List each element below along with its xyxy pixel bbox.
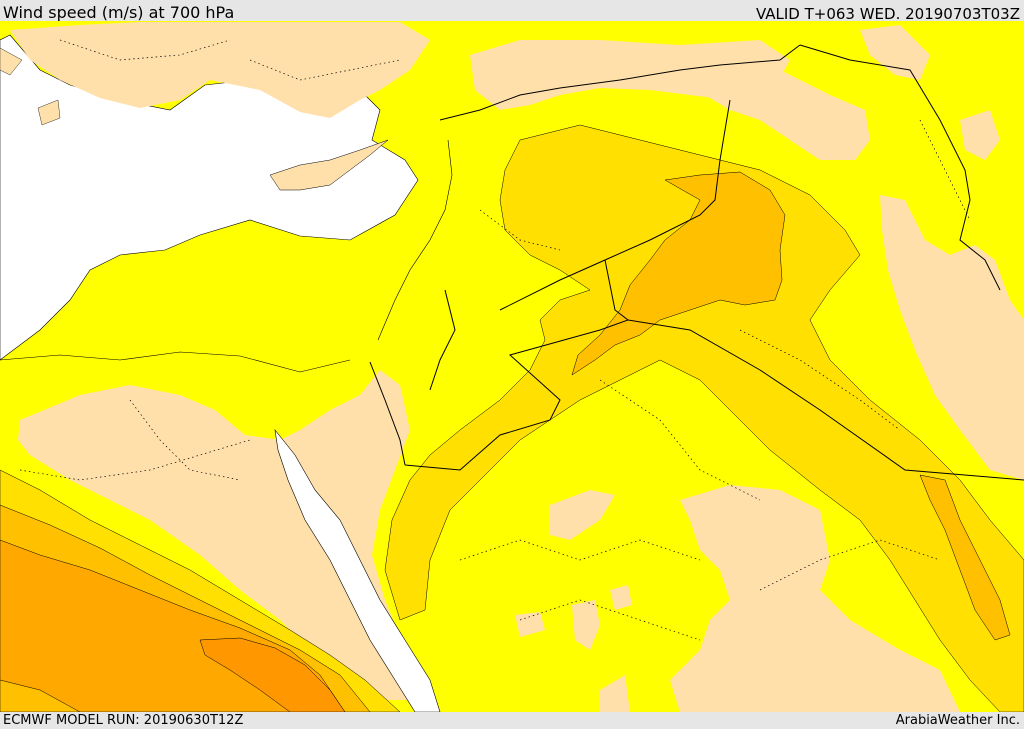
credit-label: ArabiaWeather Inc. bbox=[895, 713, 1020, 728]
low-wind-ne bbox=[700, 70, 870, 160]
border-egypt-israel bbox=[369, 361, 406, 466]
high-wind-core bbox=[571, 171, 786, 376]
border-turkey-syria bbox=[439, 44, 801, 121]
low-wind-turkey bbox=[10, 22, 430, 118]
highest-wind-sahara bbox=[199, 637, 346, 712]
high-wind-east bbox=[919, 474, 1011, 641]
border-jordan bbox=[404, 259, 630, 471]
red-sea bbox=[274, 428, 441, 712]
wind-speed-map bbox=[0, 21, 1024, 712]
model-run-label: ECMWF MODEL RUN: 20190630T12Z bbox=[3, 713, 244, 728]
low-wind-egypt bbox=[18, 370, 420, 700]
header-bar bbox=[0, 0, 1024, 21]
border-saudi-iraq bbox=[627, 319, 1024, 481]
cyprus bbox=[269, 139, 389, 191]
low-wind-arabia bbox=[670, 485, 960, 712]
valid-time-label: VALID T+063 WED. 20190703T03Z bbox=[755, 5, 1020, 23]
map-title: Wind speed (m/s) at 700 hPa bbox=[3, 3, 235, 22]
border-syria-iraq bbox=[499, 99, 731, 311]
border-levant bbox=[429, 289, 456, 391]
footer-bar bbox=[0, 712, 1024, 729]
border-iraq-iran bbox=[799, 44, 1001, 291]
